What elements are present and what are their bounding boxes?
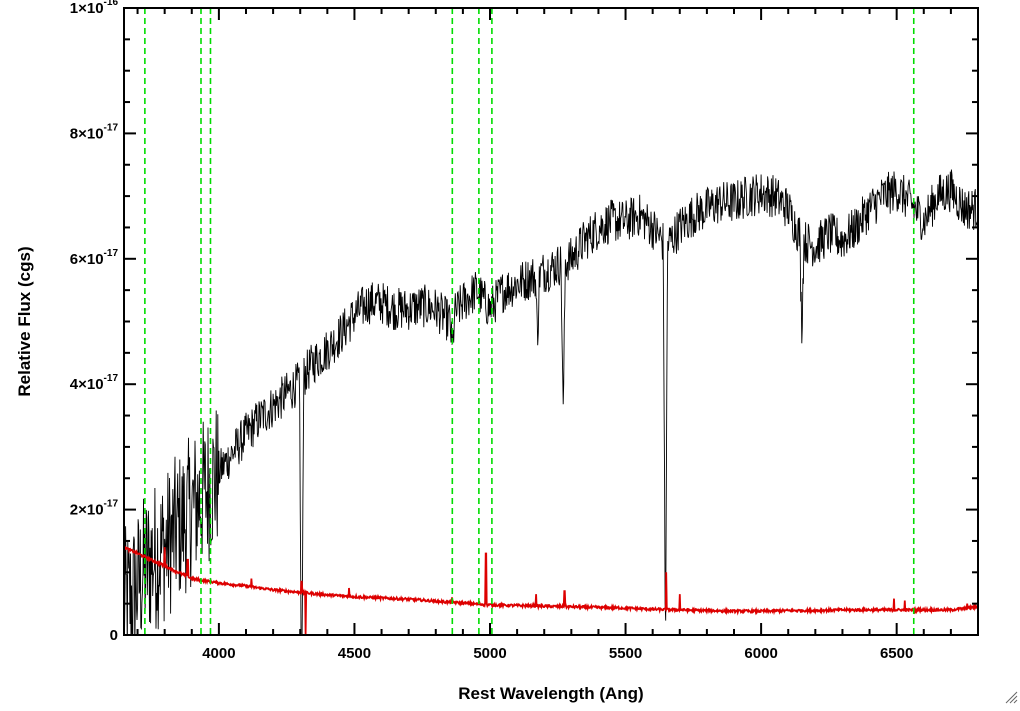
x-axis-title: Rest Wavelength (Ang) xyxy=(458,684,643,703)
axis-labels: 4000 4500 5000 5500 6000 6500 0 2×10-17 4×10-17 6… xyxy=(70,0,914,662)
x-tick-label: 5000 xyxy=(473,645,506,662)
x-tick-label: 5500 xyxy=(609,645,642,662)
y-axis-title: Relative Flux (cgs) xyxy=(15,246,34,396)
y-tick-label: 0 xyxy=(110,627,118,644)
y-tick-label: 4×10-17 xyxy=(70,373,119,393)
x-tick-label: 4500 xyxy=(338,645,371,662)
resize-grip-icon[interactable] xyxy=(1004,690,1018,704)
plot-content xyxy=(124,8,978,635)
spectrum-series-1 xyxy=(124,169,978,635)
x-tick-label: 4000 xyxy=(202,645,235,662)
y-tick-label: 6×10-17 xyxy=(70,248,119,268)
y-tick-label: 2×10-17 xyxy=(70,499,119,519)
plot-frame xyxy=(123,7,979,636)
x-tick-label: 6500 xyxy=(880,645,913,662)
y-tick-label: 8×10-17 xyxy=(70,122,119,142)
y-tick-label: 1×10-16 xyxy=(70,0,119,17)
axis-ticks xyxy=(124,7,979,636)
spectrum-series-2 xyxy=(124,544,978,635)
x-tick-label: 6000 xyxy=(744,645,777,662)
